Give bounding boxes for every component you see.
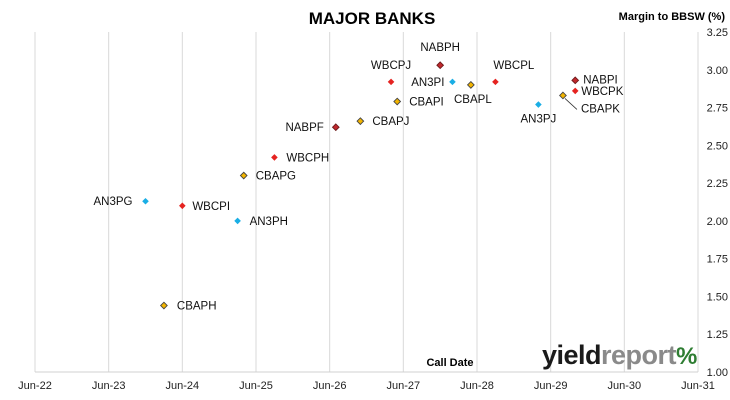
y-tick-label: 1.00 bbox=[707, 367, 728, 379]
logo-percent: % bbox=[676, 343, 697, 370]
chart-title: MAJOR BANKS bbox=[309, 9, 436, 28]
point-label-cbaph: CBAPH bbox=[177, 301, 217, 313]
data-point-nabpf bbox=[331, 123, 340, 132]
data-point-cbapl bbox=[466, 80, 475, 89]
point-label-cbapk: CBAPK bbox=[581, 103, 620, 115]
x-tick-label: Jun-26 bbox=[313, 380, 347, 392]
data-point-nabpi bbox=[571, 76, 580, 85]
data-point-cbapj bbox=[356, 117, 365, 126]
point-label-an3ph: AN3PH bbox=[250, 216, 288, 228]
x-tick-label: Jun-23 bbox=[92, 380, 126, 392]
x-tick-label: Jun-31 bbox=[681, 380, 715, 392]
point-label-an3pj: AN3PJ bbox=[520, 114, 556, 126]
y-tick-labels: 1.00 1.25 1.50 1.75 2.00 2.25 2.50 2.75 3.00 3.25 bbox=[707, 27, 728, 379]
gridlines bbox=[34, 32, 699, 372]
point-label-nabph: NABPH bbox=[420, 42, 460, 54]
data-point-cbaph bbox=[159, 301, 168, 310]
logo-part-2: report bbox=[601, 340, 677, 370]
y-tick-label: 1.50 bbox=[707, 291, 728, 303]
point-label-cbapg: CBAPG bbox=[256, 171, 296, 183]
x-axis-label: Call Date bbox=[426, 357, 473, 369]
point-label-an3pi: AN3PI bbox=[411, 77, 444, 89]
y-tick-label: 3.25 bbox=[707, 27, 728, 39]
data-points: CBAPH AN3PG WBCPI AN3PH CBAPG WBCPH NABPF CBAPJ… bbox=[94, 42, 624, 312]
x-tick-label: Jun-27 bbox=[387, 380, 421, 392]
point-label-cbapl: CBAPL bbox=[454, 94, 492, 106]
point-label-an3pg: AN3PG bbox=[94, 196, 133, 208]
data-point-cbapk bbox=[559, 91, 567, 100]
y-tick-label: 3.00 bbox=[707, 65, 728, 77]
point-label-wbcpi: WBCPI bbox=[192, 201, 230, 213]
data-point-an3pj bbox=[535, 101, 542, 108]
logo-part-1: yield bbox=[542, 340, 602, 370]
x-tick-label: Jun-30 bbox=[608, 380, 642, 392]
x-tick-label: Jun-28 bbox=[460, 380, 494, 392]
leader-line-cbapk bbox=[564, 98, 578, 110]
data-point-cbapg bbox=[239, 171, 248, 180]
point-label-wbcpj: WBCPJ bbox=[371, 60, 411, 72]
y-tick-label: 2.25 bbox=[707, 178, 728, 190]
data-point-wbcpj bbox=[387, 78, 395, 86]
data-point-nabph bbox=[436, 61, 445, 70]
y-tick-label: 2.00 bbox=[707, 216, 728, 228]
y-tick-label: 1.25 bbox=[707, 329, 728, 341]
x-tick-label: Jun-25 bbox=[239, 380, 273, 392]
x-tick-label: Jun-24 bbox=[166, 380, 200, 392]
data-point-wbcpk bbox=[571, 87, 579, 95]
x-tick-label: Jun-29 bbox=[534, 380, 568, 392]
y-tick-label: 1.75 bbox=[707, 254, 728, 266]
data-point-wbcph bbox=[271, 154, 278, 161]
point-label-wbcpl: WBCPL bbox=[493, 60, 534, 72]
y-axis-label: Margin to BBSW (%) bbox=[619, 11, 726, 23]
data-point-an3pg bbox=[142, 197, 149, 205]
data-point-wbcpi bbox=[179, 202, 186, 210]
data-point-wbcpl bbox=[492, 78, 499, 86]
point-label-nabpf: NABPF bbox=[285, 122, 323, 134]
x-tick-label: Jun-22 bbox=[18, 380, 52, 392]
y-tick-label: 2.50 bbox=[707, 140, 728, 152]
point-label-wbcph: WBCPH bbox=[286, 152, 329, 164]
yieldreport-logo: yieldreport% bbox=[542, 340, 697, 371]
point-label-cbapi: CBAPI bbox=[409, 97, 444, 109]
point-label-nabpi: NABPI bbox=[583, 74, 618, 86]
data-point-cbapi bbox=[393, 97, 402, 106]
point-label-wbcpk: WBCPK bbox=[581, 86, 624, 98]
point-label-cbapj: CBAPJ bbox=[372, 116, 409, 128]
x-tick-labels: Jun-22 Jun-23 Jun-24 Jun-25 Jun-26 Jun-27 Jun-… bbox=[18, 380, 715, 392]
data-point-an3ph bbox=[234, 217, 241, 225]
data-point-an3pi bbox=[449, 78, 456, 86]
y-tick-label: 2.75 bbox=[707, 103, 728, 115]
